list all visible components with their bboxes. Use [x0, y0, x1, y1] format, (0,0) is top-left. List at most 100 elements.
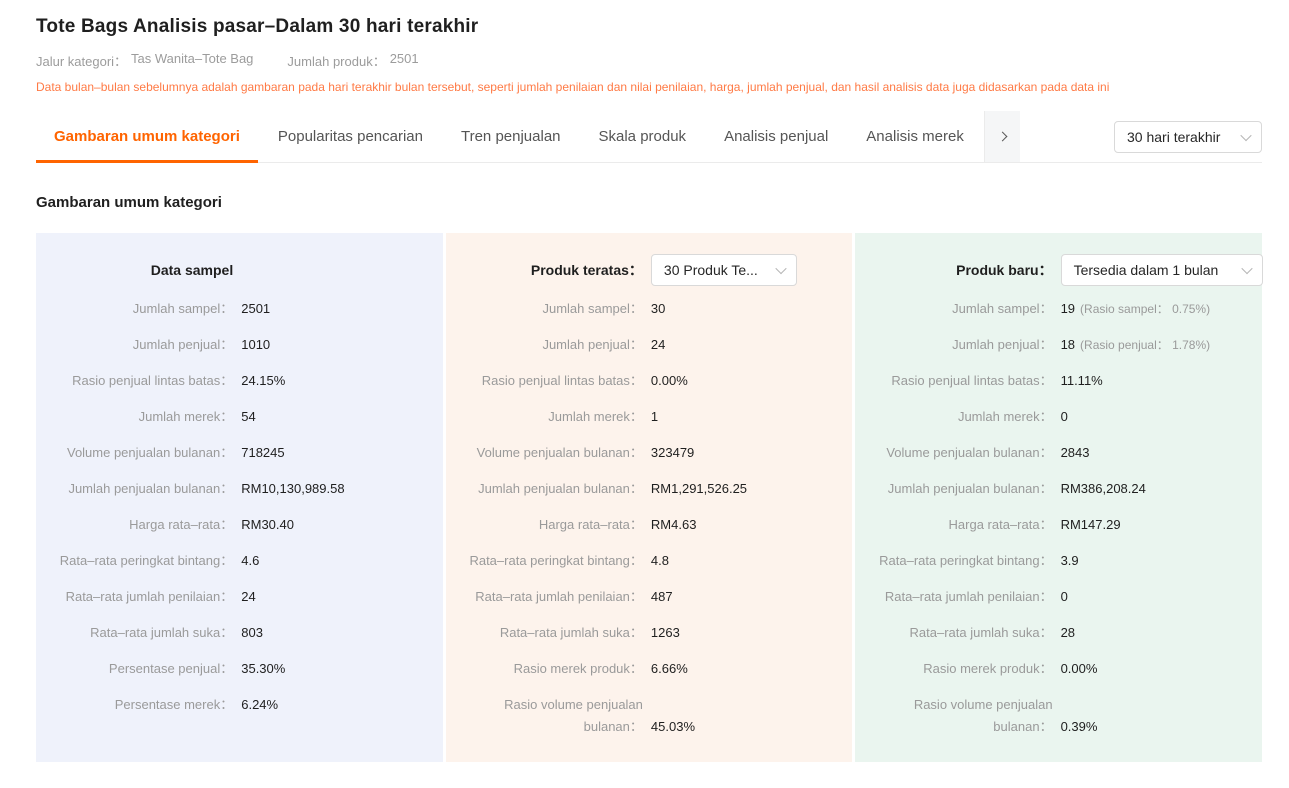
category-path-label: Jalur kategori：: [36, 54, 128, 69]
stat-value: RM386,208.24: [1060, 481, 1146, 496]
stat-label: Volume penjualan bulanan：: [886, 445, 1053, 460]
stat-value: 30: [650, 301, 666, 316]
stat-row: Rata–rata jumlah suka： 803: [36, 622, 443, 644]
new-products-select-value: Tersedia dalam 1 bulan: [1073, 262, 1219, 278]
stat-row: Harga rata–rata： RM4.63: [446, 514, 853, 536]
stat-value: 45.03%: [650, 719, 695, 734]
stat-value: 11.11%: [1060, 373, 1103, 388]
stat-label: Rata–rata jumlah penilaian：: [65, 589, 234, 604]
breadcrumb: Jalur kategori： Tas Wanita–Tote Bag Juml…: [36, 51, 1253, 70]
stat-label: Harga rata–rata：: [948, 517, 1053, 532]
stat-label: Harga rata–rata：: [129, 517, 234, 532]
stat-row: Jumlah penjualan bulanan： RM1,291,526.25: [446, 478, 853, 500]
stat-label: Jumlah penjualan bulanan：: [478, 481, 643, 496]
stat-label: Rata–rata jumlah suka：: [90, 625, 234, 640]
stat-value: RM4.63: [650, 517, 697, 532]
tab[interactable]: Analisis penjual: [724, 128, 829, 145]
chevron-down-icon: [1240, 129, 1252, 141]
stat-row: Jumlah penjual： 24: [446, 334, 853, 356]
stat-label: Rata–rata peringkat bintang：: [59, 553, 234, 568]
top-products-select[interactable]: 30 Produk Te...: [650, 254, 797, 286]
stat-row: Rata–rata peringkat bintang： 4.8: [446, 550, 853, 572]
stat-label: Rasio penjual lintas batas：: [72, 373, 234, 388]
stat-value: 24.15%: [241, 373, 286, 388]
panel-data-sampel: Data sampel Jumlah sampel： 2501 Jumlah p…: [36, 233, 443, 762]
stat-row: Jumlah penjual： 18 (Rasio penjual： 1.78%): [855, 334, 1262, 356]
stat-value: 35.30%: [241, 661, 286, 676]
stat-label: Jumlah sampel：: [132, 301, 234, 316]
stat-row: Jumlah sampel： 19 (Rasio sampel： 0.75%): [855, 298, 1262, 320]
stat-label: Jumlah merek：: [138, 409, 234, 424]
stat-value: 803: [241, 625, 263, 640]
stat-label: Jumlah penjual：: [952, 337, 1053, 352]
stat-value: RM147.29: [1060, 517, 1121, 532]
stat-value: 718245: [241, 445, 285, 460]
stat-value: 323479: [650, 445, 695, 460]
stat-row: Rata–rata jumlah penilaian： 24: [36, 586, 443, 608]
stat-value: 24: [650, 337, 666, 352]
stat-value: 54: [241, 409, 256, 424]
tab[interactable]: Gambaran umum kategori: [36, 111, 258, 163]
stat-row: Rasio volume penjualan bulanan： 45.03%: [446, 694, 853, 738]
product-count-value: 2501: [389, 51, 419, 66]
page-header: Tote Bags Analisis pasar–Dalam 30 hari t…: [0, 0, 1289, 94]
chevron-down-icon: [1240, 262, 1253, 275]
tab[interactable]: Analisis merek: [866, 128, 964, 145]
panel-header: Produk teratas： 30 Produk Te...: [446, 254, 853, 286]
stat-row: Rasio merek produk： 6.66%: [446, 658, 853, 680]
stat-value: 1: [650, 409, 659, 424]
section-title: Gambaran umum kategori: [36, 194, 222, 211]
stat-label: Jumlah penjualan bulanan：: [887, 481, 1053, 496]
stat-row: Jumlah sampel： 30: [446, 298, 853, 320]
stat-row: Rasio merek produk： 0.00%: [855, 658, 1262, 680]
stat-value: 28: [1060, 625, 1076, 640]
top-products-select-value: 30 Produk Te...: [663, 262, 758, 278]
stat-value: 2501: [241, 301, 271, 316]
tab[interactable]: Skala produk: [598, 128, 687, 145]
stat-label: Harga rata–rata：: [538, 517, 643, 532]
stat-row: Rasio penjual lintas batas： 0.00%: [446, 370, 853, 392]
stat-row: Rata–rata jumlah suka： 1263: [446, 622, 853, 644]
stat-label: Rasio merek produk：: [513, 661, 643, 676]
stat-value: 24: [241, 589, 256, 604]
stat-row: Rata–rata jumlah suka： 28: [855, 622, 1262, 644]
stat-value: RM1,291,526.25: [650, 481, 748, 496]
more-tabs-button[interactable]: [983, 111, 1020, 162]
stat-note: (Rasio sampel： 0.75%): [1080, 302, 1211, 316]
stat-value: 6.24%: [241, 697, 279, 712]
new-products-select[interactable]: Tersedia dalam 1 bulan: [1060, 254, 1263, 286]
stat-row: Jumlah merek： 54: [36, 406, 443, 428]
stat-value: 0: [1060, 409, 1068, 424]
stat-row: Rata–rata jumlah penilaian： 0: [855, 586, 1262, 608]
stat-label: Rata–rata jumlah suka：: [499, 625, 643, 640]
stat-row: Jumlah penjual： 1010: [36, 334, 443, 356]
product-count: Jumlah produk： 2501: [287, 51, 418, 70]
stat-row: Rasio penjual lintas batas： 24.15%: [36, 370, 443, 392]
stat-label: Persentase merek：: [114, 697, 234, 712]
stat-label: Jumlah penjual：: [132, 337, 234, 352]
stat-note: (Rasio penjual： 1.78%): [1080, 338, 1211, 352]
tab[interactable]: Popularitas pencarian: [277, 128, 423, 145]
stat-label: Jumlah penjualan bulanan：: [68, 481, 234, 496]
stat-label: Rata–rata jumlah penilaian：: [475, 589, 643, 604]
stat-value: 0.00%: [1060, 661, 1098, 676]
panel-title: Produk teratas：: [530, 262, 643, 278]
stat-label: Rasio volume penjualan bulanan：: [913, 697, 1053, 734]
stat-row: Harga rata–rata： RM30.40: [36, 514, 443, 536]
stat-value: 0: [1060, 589, 1068, 604]
stat-label: Jumlah merek：: [957, 409, 1053, 424]
tab-bar: Gambaran umum kategori Popularitas penca…: [36, 111, 1262, 163]
period-select[interactable]: 30 hari terakhir: [1114, 120, 1262, 153]
panel-header: Data sampel: [36, 254, 443, 286]
stat-row: Rata–rata peringkat bintang： 4.6: [36, 550, 443, 572]
stat-row: Volume penjualan bulanan： 718245: [36, 442, 443, 464]
stat-row: Rasio volume penjualan bulanan： 0.39%: [855, 694, 1262, 738]
stat-row: Rasio penjual lintas batas： 11.11%: [855, 370, 1262, 392]
stat-row: Persentase penjual： 35.30%: [36, 658, 443, 680]
stat-row: Volume penjualan bulanan： 2843: [855, 442, 1262, 464]
tab[interactable]: Tren penjualan: [460, 128, 561, 145]
stat-value: 3.9: [1060, 553, 1079, 568]
stat-row: Jumlah merek： 1: [446, 406, 853, 428]
stat-value: 1263: [650, 625, 680, 640]
panel-produk-teratas: Produk teratas： 30 Produk Te... Jumlah s…: [445, 233, 853, 762]
